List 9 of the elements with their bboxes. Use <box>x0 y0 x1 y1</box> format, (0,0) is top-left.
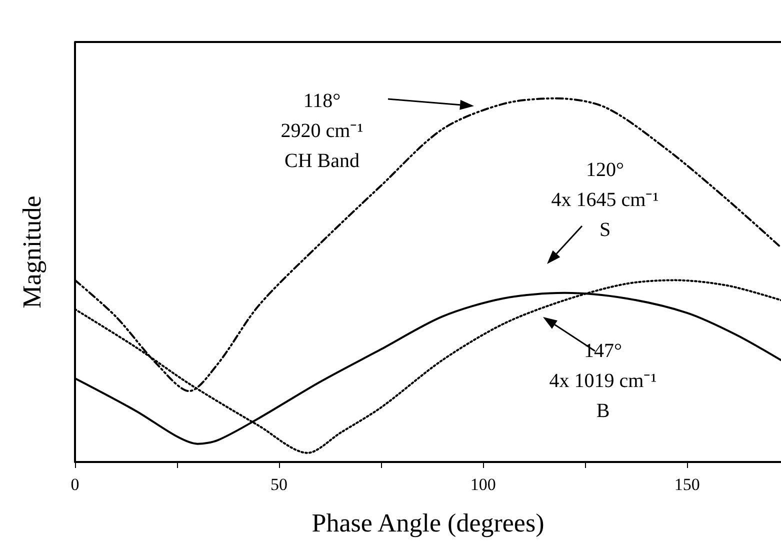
annotation: 120° 4x 1645 cm⁻¹ S <box>551 159 659 241</box>
x-tick-label: 100 <box>470 475 496 494</box>
x-axis-title: Phase Angle (degrees) <box>312 508 544 538</box>
x-tick-label: 0 <box>70 475 80 494</box>
x-tick-label: 150 <box>674 475 700 494</box>
x-tick-label: 50 <box>270 475 288 494</box>
annotation: 118° 2920 cm⁻¹ CH Band <box>280 90 364 172</box>
y-axis-title: Magnitude <box>18 196 46 308</box>
annotation: 147° 4x 1019 cm⁻¹ B <box>549 340 657 422</box>
